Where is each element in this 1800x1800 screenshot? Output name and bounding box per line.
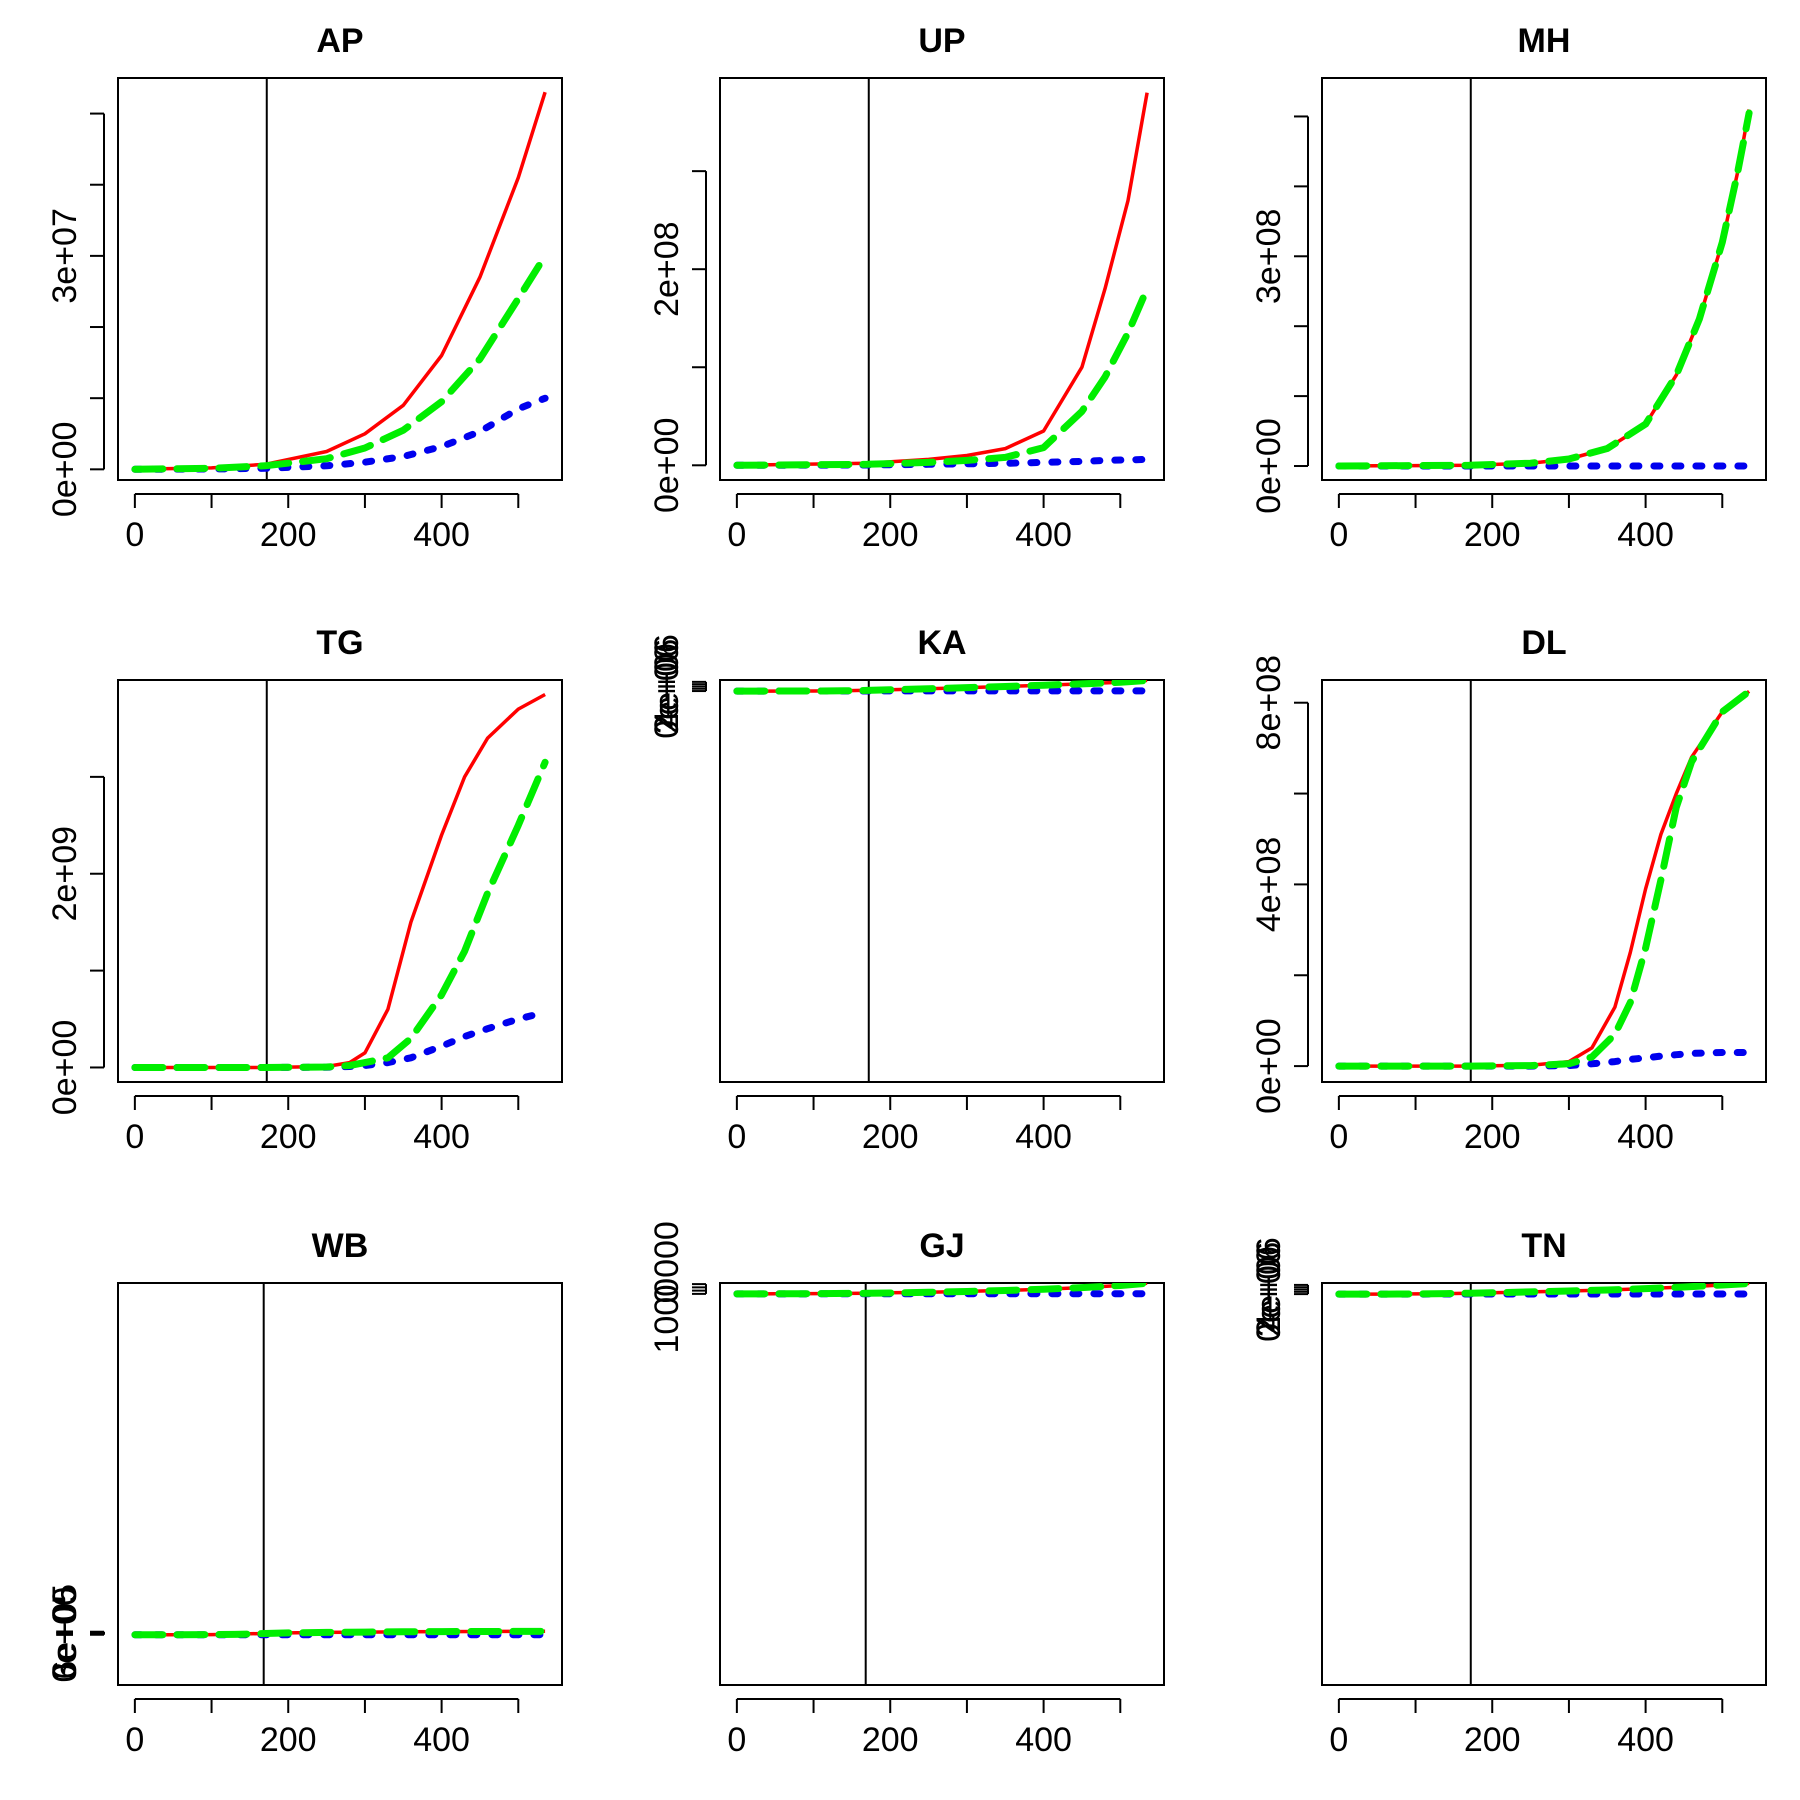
plot-frame: [1321, 77, 1767, 481]
y-tick-label: 0e+00: [1250, 418, 1288, 514]
x-tick-label: 400: [1617, 1118, 1674, 1156]
panel-title: AP: [316, 22, 363, 60]
x-tick-label: 0: [727, 1118, 746, 1156]
x-tick-label: 400: [1015, 516, 1072, 554]
panel-title: GJ: [919, 1227, 964, 1265]
panel-title: MH: [1518, 22, 1571, 60]
x-tick-label: 400: [1015, 1118, 1072, 1156]
series-red-line: [134, 692, 546, 1070]
x-tick-label: 0: [727, 516, 746, 554]
series-green-line: [1335, 109, 1753, 470]
panel-title: KA: [917, 624, 966, 662]
panel-dl: DL 0 200 400 0e+00 4e+08 8e+08: [1250, 624, 1767, 1156]
x-tick-label: 400: [413, 516, 470, 554]
panel-title: UP: [918, 22, 965, 60]
series-red-line: [736, 92, 1149, 468]
panel-tg: TG 0 200 400 0e+00 2e+09: [46, 624, 563, 1156]
y-tick-label: 0e+00: [648, 418, 686, 514]
y-tick-label: 0e+00: [46, 1020, 84, 1116]
y-tick-label: 0e+00: [46, 422, 84, 517]
x-tick-label: 400: [413, 1118, 470, 1156]
x-tick-label: 400: [1617, 1721, 1674, 1759]
series-blue-line: [733, 455, 1151, 469]
y-tick-label: 2e+09: [46, 826, 84, 922]
series-red-line: [134, 91, 547, 472]
y-tick-label: 2e+06: [1250, 1242, 1288, 1338]
x-tick-label: 200: [260, 1118, 317, 1156]
y-tick-label: 8e+08: [1250, 655, 1288, 751]
plot-frame: [117, 679, 563, 1083]
panel-title: TG: [316, 624, 363, 662]
x-tick-label: 0: [125, 516, 144, 554]
y-tick-label: 3e+05: [46, 1585, 84, 1681]
series-green-line: [1335, 1283, 1753, 1298]
y-tick-label: 3e+08: [1250, 209, 1288, 305]
panel-title: TN: [1521, 1227, 1566, 1265]
plot-frame: [719, 679, 1165, 1083]
x-tick-label: 200: [862, 1721, 919, 1759]
plot-frame: [117, 77, 563, 481]
plot-frame: [719, 77, 1165, 481]
x-tick-label: 0: [125, 1721, 144, 1759]
x-tick-label: 400: [1617, 516, 1674, 554]
y-tick-label: 2e+06: [648, 639, 686, 735]
series-green-line: [131, 252, 549, 473]
panel-mh: MH 0 200 400 0e+00 3e+08: [1250, 22, 1767, 554]
y-tick-label: 2e+08: [648, 221, 686, 317]
series-blue-line: [131, 1008, 549, 1071]
plot-frame: [719, 1282, 1165, 1686]
y-tick-label: 0e+00: [46, 1587, 84, 1683]
y-tick-label: 0: [648, 1284, 686, 1303]
x-tick-label: 0: [727, 1721, 746, 1759]
x-tick-label: 400: [413, 1721, 470, 1759]
y-tick-label: 6e+05: [46, 1584, 84, 1680]
plot-frame: [1321, 679, 1767, 1083]
x-tick-label: 0: [125, 1118, 144, 1156]
y-tick-label: 0e+00: [1250, 1246, 1288, 1342]
y-tick-label: 3e+07: [46, 208, 84, 304]
x-tick-label: 400: [1015, 1721, 1072, 1759]
series-green-line: [131, 1627, 549, 1639]
plot-frame: [1321, 1282, 1767, 1686]
x-tick-label: 200: [1464, 1118, 1521, 1156]
x-tick-label: 0: [1329, 1721, 1348, 1759]
series-red-line: [1338, 109, 1751, 468]
x-tick-label: 200: [862, 1118, 919, 1156]
plot-frame: [117, 1282, 563, 1686]
series-green-line: [131, 758, 549, 1071]
panel-title: WB: [312, 1227, 369, 1265]
x-tick-label: 0: [1329, 1118, 1348, 1156]
panel-title: DL: [1521, 624, 1566, 662]
y-tick-label: 4e+08: [1250, 837, 1288, 933]
series-green-line: [733, 285, 1151, 469]
x-tick-label: 200: [260, 1721, 317, 1759]
x-tick-label: 200: [862, 516, 919, 554]
x-tick-label: 200: [1464, 516, 1521, 554]
y-tick-label: 0e+00: [1250, 1018, 1288, 1114]
y-tick-label: 0e+00: [648, 643, 686, 739]
x-tick-label: 200: [1464, 1721, 1521, 1759]
series-green-line: [1335, 687, 1753, 1070]
x-tick-label: 200: [260, 516, 317, 554]
panel-ap: AP 0 200 400 0e+00 3e+07: [46, 22, 563, 554]
series-green-line: [733, 680, 1151, 695]
y-tick-label: 4e+06: [1250, 1237, 1288, 1333]
series-blue-line: [131, 394, 549, 473]
x-tick-label: 0: [1329, 516, 1348, 554]
series-red-line: [1338, 690, 1751, 1068]
y-tick-label: 4e+06: [648, 634, 686, 730]
panel-up: UP 0 200 400 0e+00 2e+08: [648, 22, 1165, 554]
series-green-line: [733, 1283, 1151, 1298]
y-tick-label: 1000000: [648, 1221, 686, 1353]
